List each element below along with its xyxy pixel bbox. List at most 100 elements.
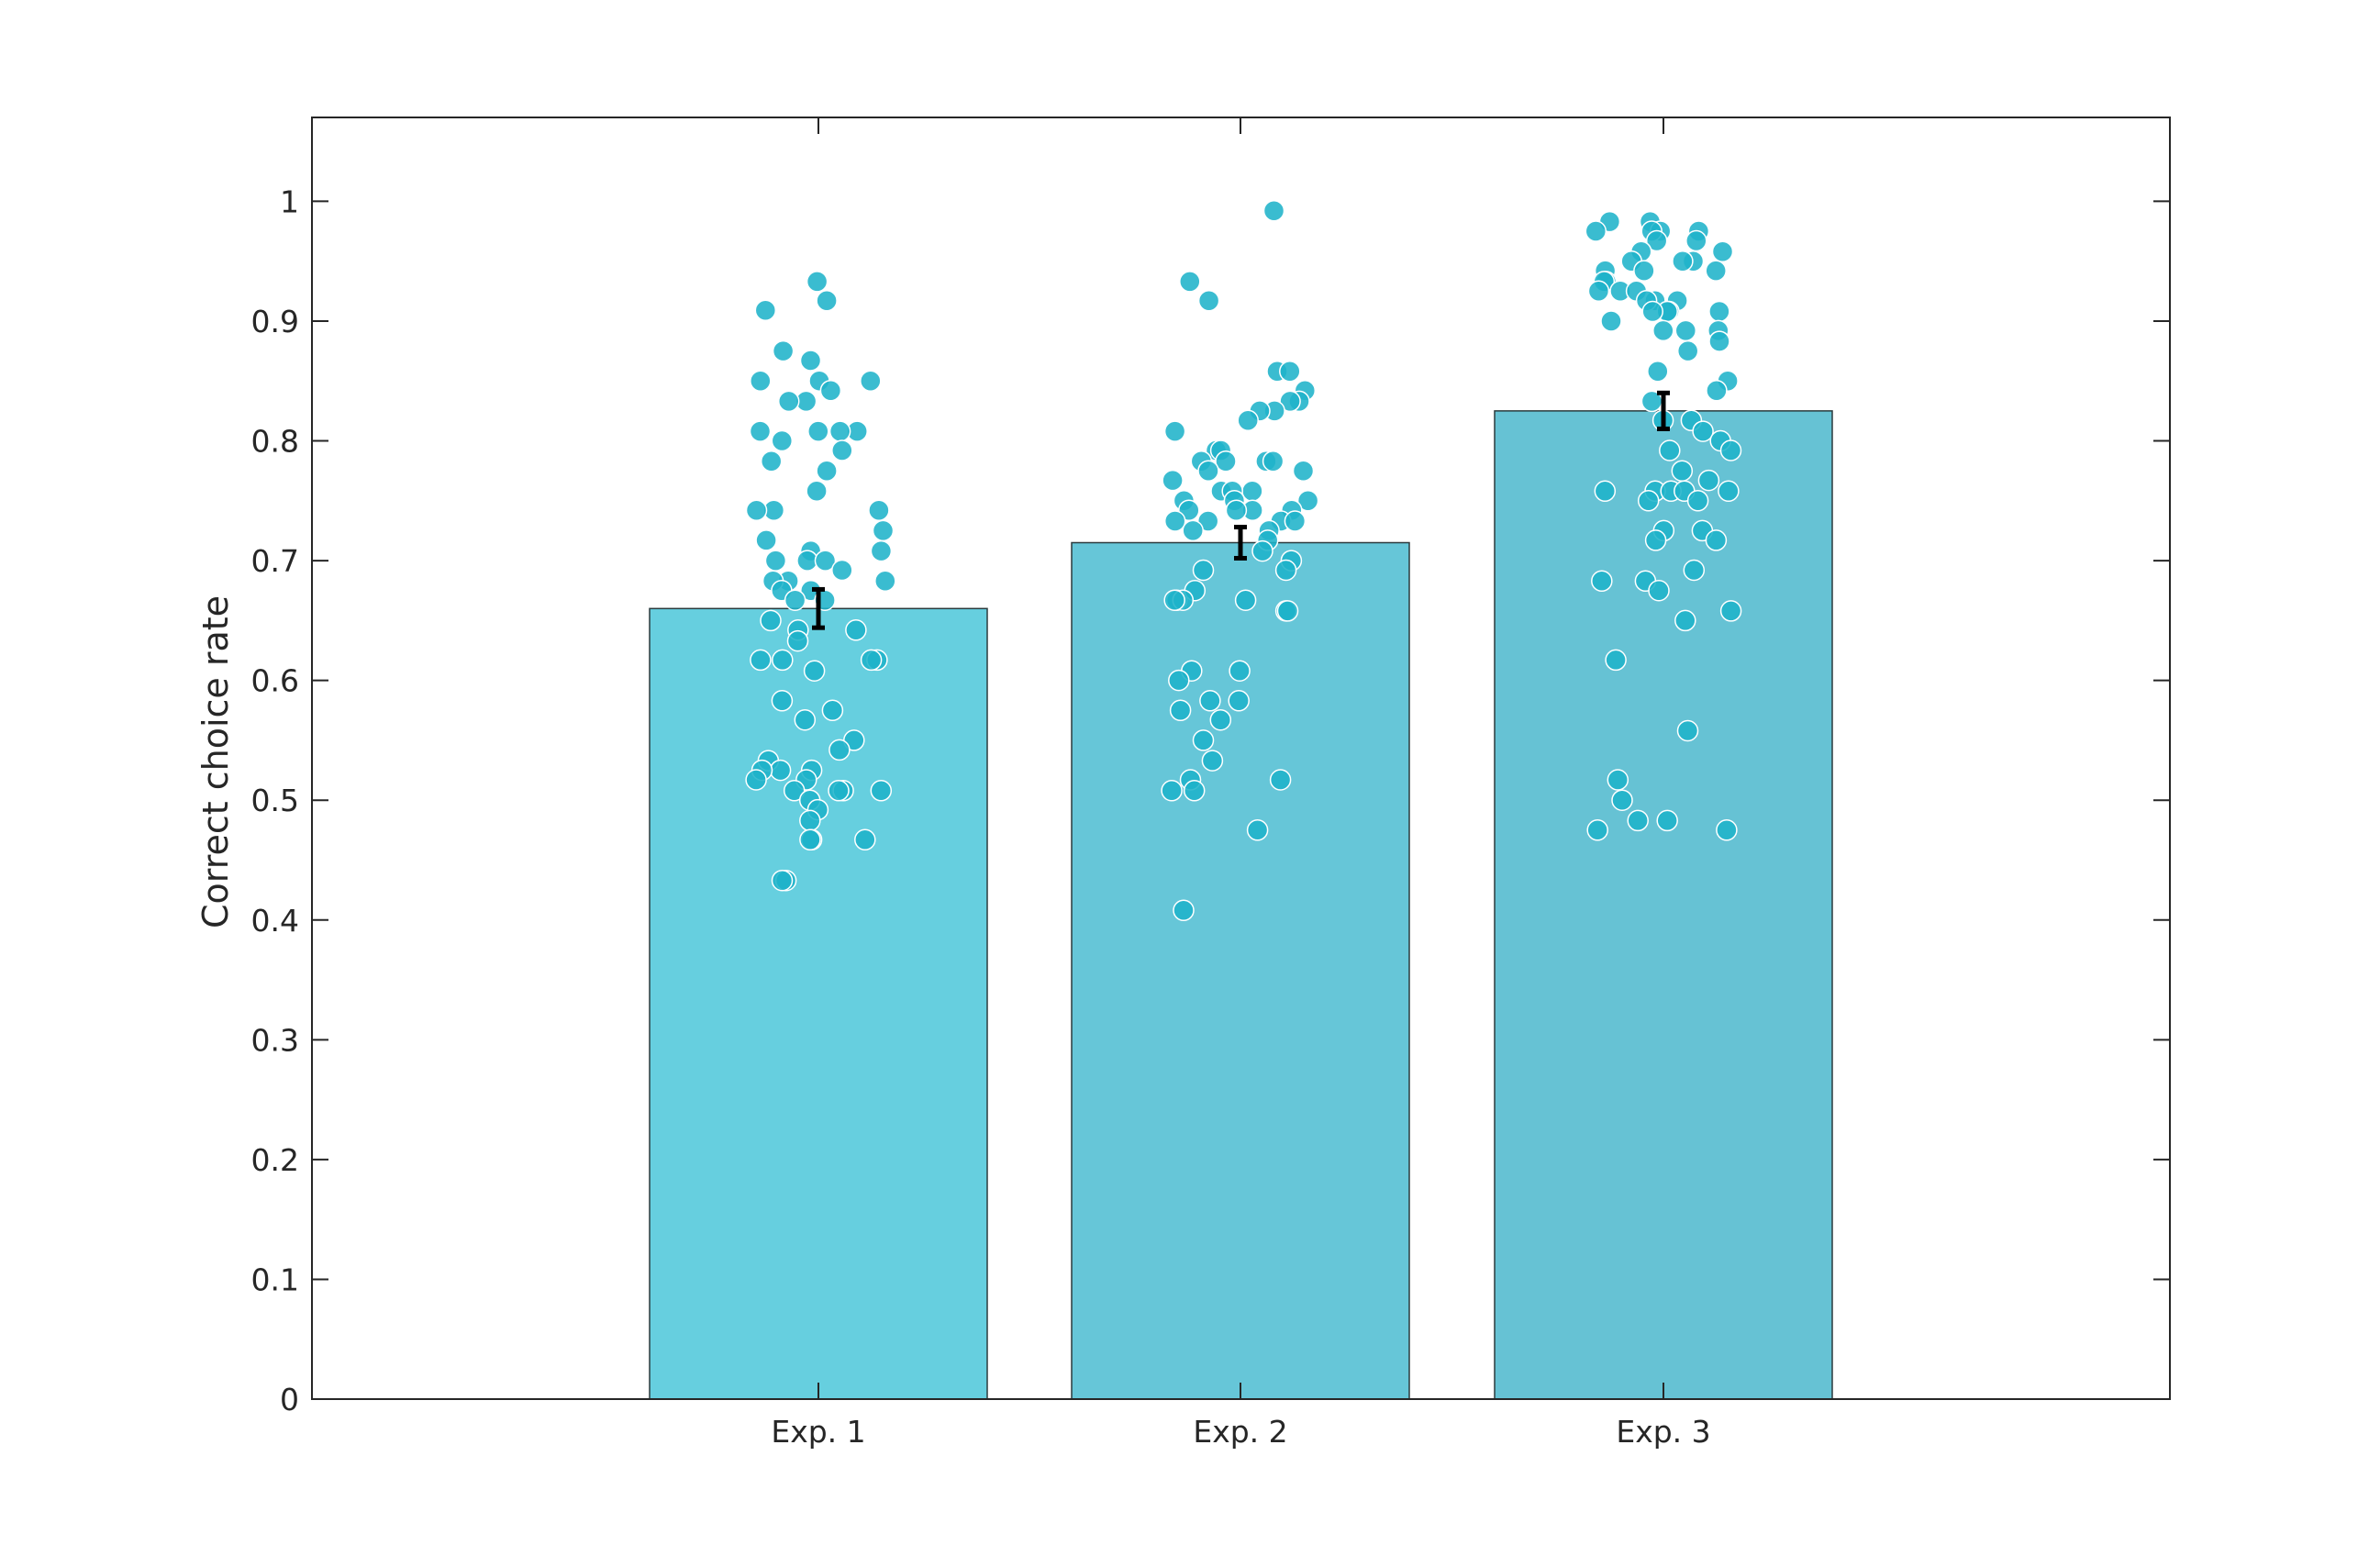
y-tick-label: 0.5 xyxy=(251,783,299,818)
data-point xyxy=(1611,789,1633,811)
data-point xyxy=(819,379,842,402)
data-point xyxy=(1644,529,1667,551)
data-point xyxy=(845,619,867,641)
data-point xyxy=(1706,379,1728,402)
y-axis-label: Correct choice rate xyxy=(195,595,236,928)
data-point xyxy=(754,299,777,321)
data-point xyxy=(1246,819,1269,841)
data-point xyxy=(755,529,777,551)
y-tick-label: 1 xyxy=(280,183,299,219)
data-point xyxy=(816,460,838,482)
data-point xyxy=(1711,240,1734,262)
data-point xyxy=(1173,899,1195,922)
data-point xyxy=(870,780,893,802)
data-point xyxy=(1648,579,1670,602)
data-point xyxy=(1276,600,1299,622)
data-point xyxy=(821,699,844,722)
x-tick-label: Exp. 3 xyxy=(1616,1414,1710,1450)
data-point xyxy=(1182,519,1204,542)
data-point xyxy=(1292,460,1315,482)
data-point xyxy=(1676,719,1699,742)
y-tick-label: 0.2 xyxy=(251,1142,299,1178)
data-point xyxy=(1652,319,1674,342)
data-point xyxy=(1192,559,1215,582)
data-point xyxy=(1279,361,1301,383)
y-tick-label: 0.1 xyxy=(251,1261,299,1297)
x-tick-label: Exp. 2 xyxy=(1193,1414,1287,1450)
data-point xyxy=(769,759,792,782)
data-point xyxy=(860,649,883,672)
data-point xyxy=(1201,750,1224,772)
data-point xyxy=(1671,460,1694,482)
data-point xyxy=(1594,480,1617,503)
data-point xyxy=(803,660,826,682)
data-point xyxy=(1683,559,1706,582)
data-point xyxy=(799,809,821,832)
data-point xyxy=(1163,420,1186,442)
data-point xyxy=(1228,690,1250,712)
data-point xyxy=(745,769,767,791)
data-point xyxy=(771,690,794,712)
data-point xyxy=(799,828,821,851)
data-point xyxy=(1587,280,1610,303)
bar-1 xyxy=(649,607,988,1400)
x-tick-label: Exp. 1 xyxy=(771,1414,865,1450)
data-point xyxy=(1705,260,1727,282)
data-point xyxy=(831,439,853,461)
data-point xyxy=(1163,589,1185,611)
data-point xyxy=(1284,510,1307,532)
data-point xyxy=(1705,529,1728,551)
y-tick-label: 0.3 xyxy=(251,1022,299,1058)
data-point xyxy=(1719,600,1742,622)
data-point xyxy=(1637,490,1660,512)
data-point xyxy=(1659,439,1681,461)
data-point xyxy=(1179,271,1201,293)
data-point xyxy=(1692,420,1714,442)
data-point xyxy=(1262,200,1285,222)
data-point xyxy=(772,649,794,672)
data-point xyxy=(1607,769,1629,791)
data-point xyxy=(1215,450,1237,472)
data-point xyxy=(1209,708,1232,731)
data-point xyxy=(1196,510,1219,532)
data-point xyxy=(1161,780,1183,802)
data-point xyxy=(1676,339,1699,362)
data-point xyxy=(1656,809,1678,832)
data-point xyxy=(1225,499,1248,521)
data-point xyxy=(1605,649,1627,672)
points-layer xyxy=(745,200,1742,922)
data-point xyxy=(783,780,806,802)
data-point xyxy=(786,629,809,652)
data-point xyxy=(1168,669,1190,692)
data-point xyxy=(806,480,828,503)
data-point xyxy=(1718,480,1740,503)
data-point xyxy=(772,339,795,362)
data-point xyxy=(794,708,817,731)
data-point xyxy=(1719,439,1742,461)
data-point xyxy=(829,739,851,761)
data-point xyxy=(874,570,896,593)
data-point xyxy=(828,780,850,802)
bar-3 xyxy=(1494,410,1833,1400)
data-point xyxy=(829,420,851,442)
data-point xyxy=(760,450,783,472)
error-bar-3 xyxy=(1657,390,1670,431)
data-point xyxy=(868,499,890,521)
data-point xyxy=(750,649,772,672)
error-bar-1 xyxy=(812,586,825,630)
data-point xyxy=(1674,609,1696,632)
data-point xyxy=(1234,589,1257,611)
data-point xyxy=(760,609,782,632)
data-point xyxy=(750,370,772,392)
data-point xyxy=(1237,409,1259,432)
data-point xyxy=(1674,319,1697,342)
y-tick-label: 0.9 xyxy=(251,304,299,339)
data-point xyxy=(1197,290,1220,312)
y-tick-label: 0.4 xyxy=(251,903,299,939)
data-point xyxy=(799,350,822,372)
data-point xyxy=(807,420,829,442)
data-point xyxy=(1269,769,1292,791)
data-point xyxy=(1627,809,1649,832)
